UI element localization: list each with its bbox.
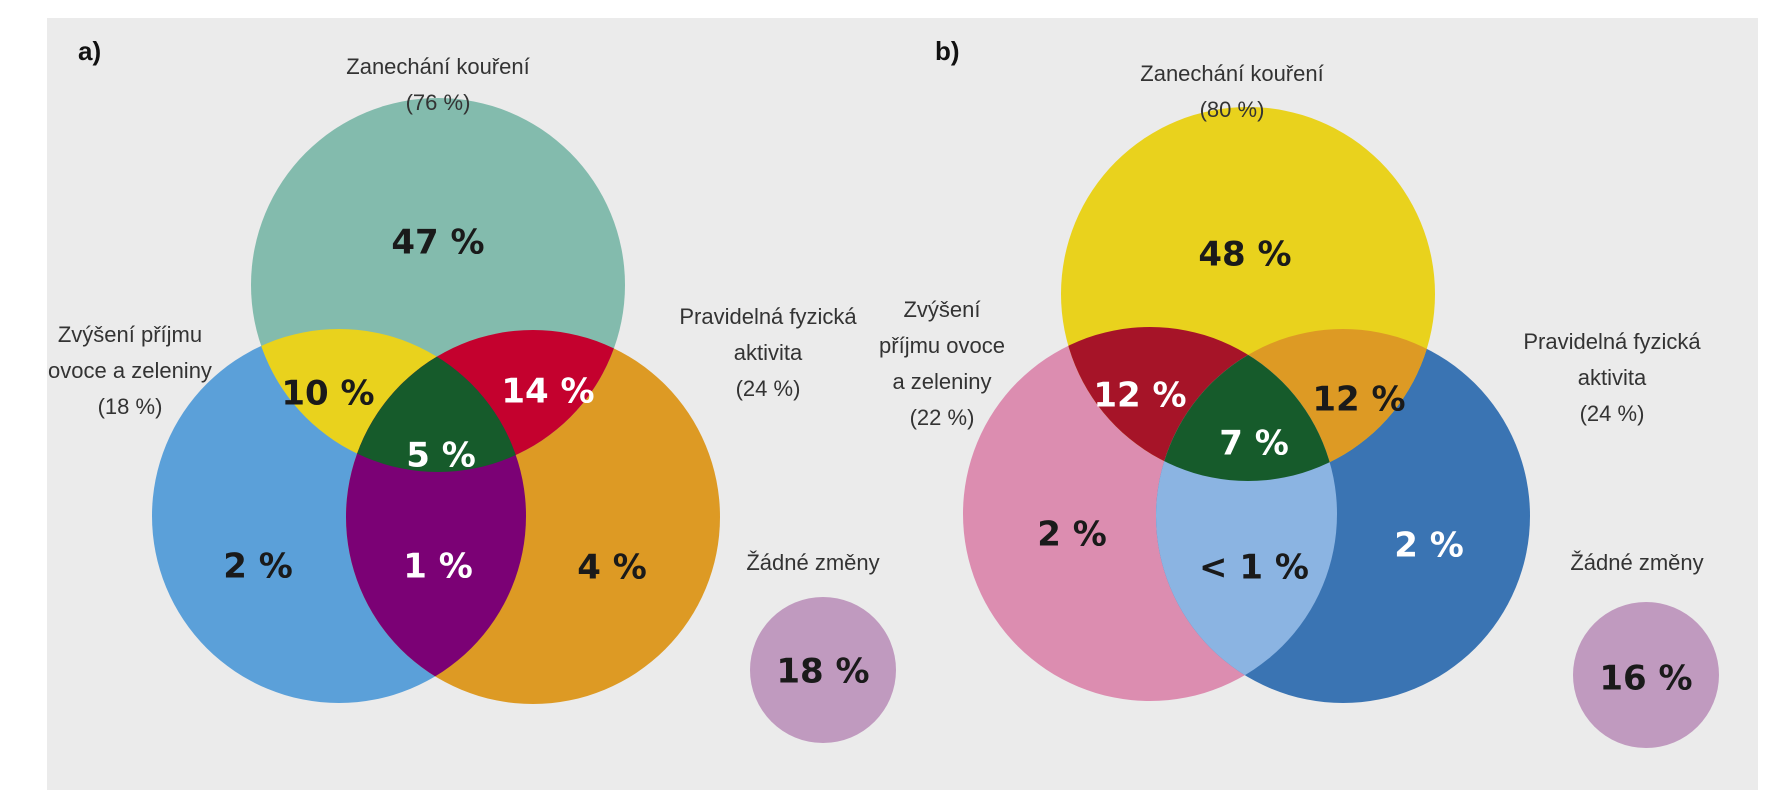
region-all-three-inner-clip [346,330,526,472]
region-value-all-three: 7 % [1219,424,1289,464]
panel-letter: a) [78,36,101,66]
region-value-left-right: < 1 % [1199,548,1309,588]
no-change-value: 16 % [1599,659,1692,699]
panel-letter: b) [935,36,960,66]
region-all-three [1156,329,1337,481]
region-all-three [346,330,526,472]
venn-panel-b: b) Zanechání kouření (80 %) Zvýšení příjmu o… [879,36,1719,748]
set-label-quit-smoking: Zanechání kouření (80 %) [1140,61,1323,122]
region-value-top-left: 10 % [281,374,374,414]
region-value-left-right: 1 % [403,547,473,587]
region-value-right-only: 4 % [577,548,647,588]
region-value-top-right: 14 % [501,372,594,412]
no-change-label: Žádné změny [1570,550,1703,575]
set-label-physical-activity: Pravidelná fyzická aktivita (24 %) [1523,329,1701,426]
region-value-left-only: 2 % [1037,515,1107,555]
region-value-top-left: 12 % [1093,376,1186,416]
venn-panel-a: a) Zanechání kouření (76 %) Zvýšení příjmu o… [48,36,896,743]
set-label-physical-activity: Pravidelná fyzická aktivita (24 %) [679,304,857,401]
region-all-three-outer-clip [1156,329,1337,481]
region-value-top-right: 12 % [1312,380,1405,420]
region-value-all-three: 5 % [406,436,476,476]
no-change-value: 18 % [776,652,869,692]
no-change-circle [1573,602,1719,748]
region-all-three-inner-clip [1156,329,1337,481]
no-change-circle [750,597,896,743]
set-label-quit-smoking: Zanechání kouření (76 %) [346,54,529,115]
set-label-fruit-vegetables: Zvýšení příjmu ovoce a zeleniny (22 %) [879,297,1005,430]
region-value-top-only: 48 % [1198,235,1291,275]
region-value-right-only: 2 % [1394,526,1464,566]
region-value-top-only: 47 % [391,223,484,263]
region-value-left-only: 2 % [223,547,293,587]
set-label-fruit-vegetables: Zvýšení příjmu ovoce a zeleniny (18 %) [48,322,212,419]
region-all-three-outer-clip [346,330,526,472]
no-change-label: Žádné změny [746,550,879,575]
